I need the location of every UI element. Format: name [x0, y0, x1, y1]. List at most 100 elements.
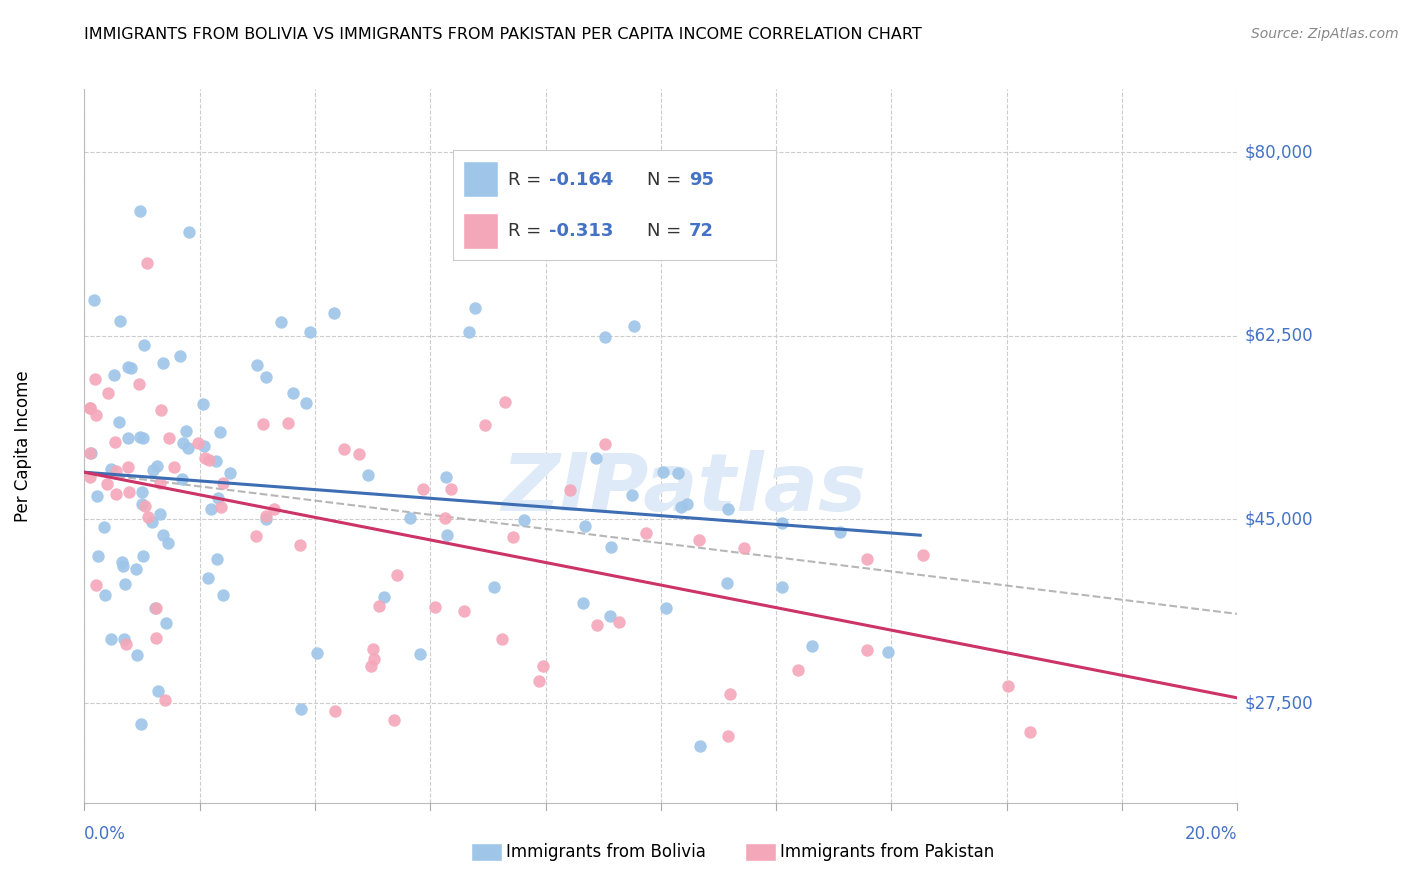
Point [877, 645, 900, 659]
Point [361, 641, 384, 656]
Point [494, 394, 516, 409]
Point [135, 256, 157, 270]
Point [191, 397, 214, 411]
Point [142, 463, 165, 477]
Point [209, 500, 232, 515]
Point [110, 313, 132, 327]
Point [828, 524, 851, 539]
Point [733, 541, 755, 556]
Point [484, 580, 506, 594]
Text: 95: 95 [689, 170, 714, 189]
Text: R =: R = [508, 221, 547, 240]
Point [323, 306, 346, 320]
Point [149, 507, 172, 521]
Point [689, 739, 711, 753]
Point [586, 617, 609, 632]
Point [148, 683, 170, 698]
Point [387, 568, 409, 582]
Point [103, 368, 125, 382]
Text: Source: ZipAtlas.com: Source: ZipAtlas.com [1251, 27, 1399, 41]
Point [205, 454, 228, 468]
Point [83, 293, 105, 308]
Point [770, 580, 793, 594]
Point [246, 358, 269, 372]
Point [163, 460, 186, 475]
Point [145, 601, 167, 615]
Point [79, 469, 101, 483]
Point [94, 588, 117, 602]
Point [117, 460, 139, 475]
Point [453, 604, 475, 618]
Point [305, 646, 328, 660]
Point [79, 401, 101, 415]
Point [651, 465, 673, 479]
Point [283, 385, 305, 400]
Text: -0.164: -0.164 [548, 170, 613, 189]
Point [572, 596, 595, 610]
Point [212, 588, 235, 602]
Point [111, 556, 134, 570]
Point [718, 687, 741, 701]
Text: R =: R = [508, 170, 547, 189]
Point [409, 647, 432, 661]
Point [187, 435, 209, 450]
Point [717, 729, 740, 743]
Point [634, 525, 657, 540]
Point [172, 436, 194, 450]
Point [100, 462, 122, 476]
Point [112, 632, 135, 646]
Point [194, 450, 217, 465]
Point [440, 482, 463, 496]
Point [433, 511, 456, 525]
Point [502, 530, 524, 544]
Point [323, 704, 346, 718]
Point [585, 451, 607, 466]
Point [118, 484, 141, 499]
Point [93, 520, 115, 534]
Point [198, 452, 221, 467]
Point [770, 516, 793, 531]
Point [177, 441, 200, 455]
FancyBboxPatch shape [463, 161, 499, 197]
Point [254, 370, 277, 384]
Point [491, 632, 513, 646]
Point [155, 615, 177, 630]
Point [363, 652, 385, 666]
Point [114, 577, 136, 591]
Point [125, 648, 148, 662]
Point [412, 482, 434, 496]
Point [263, 502, 285, 516]
Point [290, 702, 312, 716]
Point [79, 401, 101, 415]
Text: $27,500: $27,500 [1244, 694, 1313, 712]
Point [129, 204, 152, 219]
Point [97, 385, 120, 400]
Point [129, 430, 152, 444]
Point [117, 360, 139, 375]
Text: 72: 72 [689, 221, 714, 240]
Point [138, 510, 160, 524]
Point [134, 338, 156, 352]
Point [100, 632, 122, 646]
Point [193, 439, 215, 453]
Point [254, 512, 277, 526]
Point [607, 615, 630, 630]
Point [172, 472, 194, 486]
Point [207, 491, 229, 505]
Point [349, 447, 371, 461]
Point [457, 326, 479, 340]
Point [128, 377, 150, 392]
Point [599, 609, 621, 624]
Point [574, 518, 596, 533]
Point [112, 558, 135, 573]
Point [207, 552, 229, 566]
Text: ZIPatlas: ZIPatlas [502, 450, 866, 528]
Point [655, 601, 678, 615]
Point [434, 470, 457, 484]
Point [153, 692, 176, 706]
Point [1018, 725, 1040, 739]
Point [373, 590, 395, 604]
Point [277, 416, 299, 430]
Point [436, 528, 458, 542]
Point [254, 508, 277, 523]
